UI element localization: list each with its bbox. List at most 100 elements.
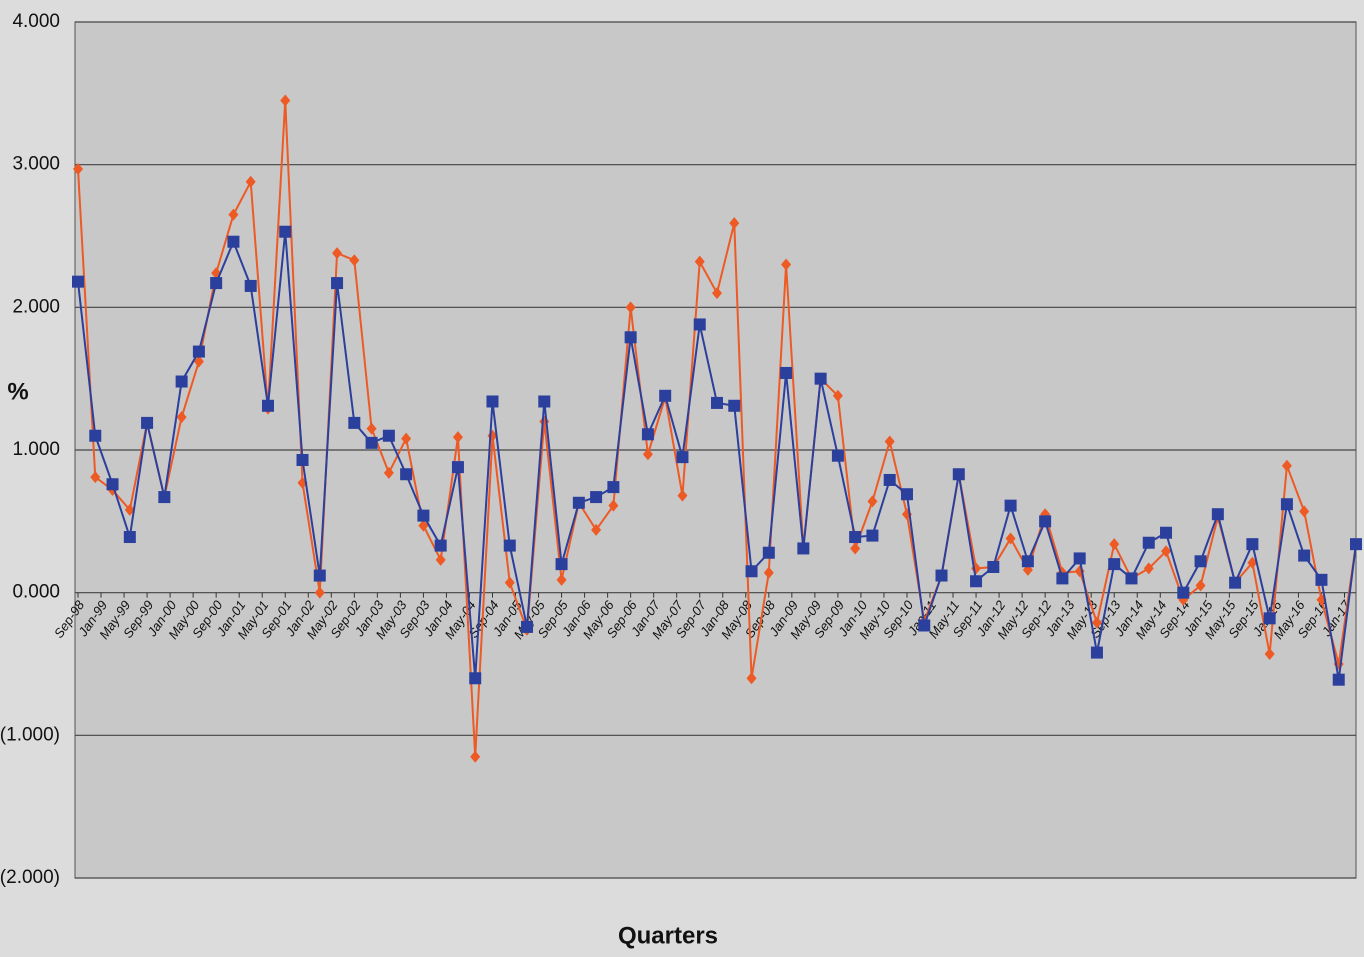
marker bbox=[935, 569, 948, 582]
marker bbox=[261, 399, 274, 412]
marker bbox=[538, 395, 551, 408]
marker bbox=[72, 275, 84, 288]
marker bbox=[1143, 562, 1154, 575]
marker bbox=[1090, 646, 1103, 659]
marker bbox=[590, 491, 603, 504]
marker bbox=[1246, 538, 1259, 551]
marker bbox=[693, 318, 706, 331]
marker bbox=[1073, 552, 1086, 565]
marker bbox=[883, 473, 896, 486]
marker bbox=[158, 491, 171, 504]
marker bbox=[279, 225, 292, 238]
marker bbox=[469, 672, 482, 685]
marker bbox=[1280, 498, 1293, 511]
marker bbox=[1109, 538, 1120, 551]
marker bbox=[712, 287, 722, 300]
marker bbox=[210, 277, 223, 290]
marker bbox=[884, 435, 895, 448]
marker bbox=[572, 496, 585, 509]
marker bbox=[504, 576, 515, 589]
marker bbox=[521, 620, 534, 633]
marker bbox=[486, 395, 499, 408]
y-tick-label: 3.000 bbox=[12, 154, 60, 175]
marker bbox=[1211, 508, 1224, 521]
marker bbox=[849, 531, 862, 544]
marker bbox=[1315, 573, 1328, 586]
marker bbox=[227, 235, 240, 248]
marker bbox=[176, 411, 187, 424]
marker bbox=[1229, 576, 1242, 589]
marker bbox=[556, 573, 567, 586]
marker bbox=[332, 247, 343, 260]
marker bbox=[452, 431, 463, 444]
marker bbox=[124, 503, 135, 516]
marker bbox=[192, 345, 205, 358]
marker bbox=[417, 509, 430, 522]
marker bbox=[366, 422, 377, 435]
marker bbox=[1299, 505, 1310, 518]
marker bbox=[1332, 673, 1345, 686]
marker bbox=[1263, 612, 1276, 625]
marker bbox=[900, 488, 913, 501]
marker bbox=[641, 428, 654, 441]
y-axis-label: % bbox=[7, 378, 28, 405]
marker bbox=[331, 277, 344, 290]
y-tick-label: 2.000 bbox=[12, 296, 60, 317]
marker bbox=[383, 466, 394, 479]
marker bbox=[1195, 579, 1206, 592]
marker bbox=[1161, 545, 1172, 558]
marker bbox=[1108, 558, 1121, 571]
marker bbox=[1125, 572, 1138, 585]
marker bbox=[1194, 555, 1207, 568]
marker bbox=[677, 489, 688, 502]
marker bbox=[1298, 549, 1311, 562]
marker bbox=[780, 366, 793, 379]
marker bbox=[797, 542, 810, 555]
marker bbox=[728, 399, 741, 412]
marker bbox=[1021, 555, 1034, 568]
marker bbox=[313, 569, 326, 582]
marker bbox=[781, 258, 792, 271]
marker bbox=[642, 448, 653, 461]
marker bbox=[970, 575, 983, 588]
marker bbox=[451, 461, 464, 474]
marker bbox=[175, 375, 188, 388]
marker bbox=[555, 558, 568, 571]
marker bbox=[314, 586, 325, 599]
marker bbox=[89, 429, 102, 442]
marker bbox=[245, 175, 256, 188]
marker bbox=[434, 539, 447, 552]
y-tick-label: 1.000 bbox=[12, 439, 60, 460]
y-tick-label: 4.000 bbox=[12, 11, 60, 32]
marker bbox=[228, 208, 239, 221]
marker bbox=[400, 468, 413, 481]
marker bbox=[1160, 526, 1173, 539]
marker bbox=[401, 432, 412, 445]
marker bbox=[659, 389, 672, 402]
marker bbox=[763, 566, 774, 579]
marker bbox=[867, 495, 878, 508]
marker bbox=[418, 519, 429, 532]
marker bbox=[762, 546, 775, 559]
marker bbox=[365, 436, 378, 449]
marker bbox=[1350, 538, 1362, 551]
marker bbox=[1039, 515, 1052, 528]
marker bbox=[831, 449, 844, 462]
y-tick-label: 0.000 bbox=[12, 582, 60, 603]
marker bbox=[1056, 572, 1069, 585]
marker bbox=[1247, 556, 1258, 569]
marker bbox=[349, 254, 360, 267]
y-tick-label: (2.000) bbox=[0, 867, 60, 888]
marker bbox=[435, 553, 446, 566]
marker bbox=[106, 478, 119, 491]
y-tick-label: (1.000) bbox=[0, 724, 60, 745]
marker bbox=[244, 279, 257, 292]
marker bbox=[90, 471, 101, 484]
marker bbox=[1264, 648, 1275, 661]
marker bbox=[280, 94, 291, 107]
marker bbox=[382, 429, 395, 442]
marker bbox=[1177, 586, 1190, 599]
marker bbox=[296, 453, 309, 466]
marker bbox=[832, 389, 843, 402]
